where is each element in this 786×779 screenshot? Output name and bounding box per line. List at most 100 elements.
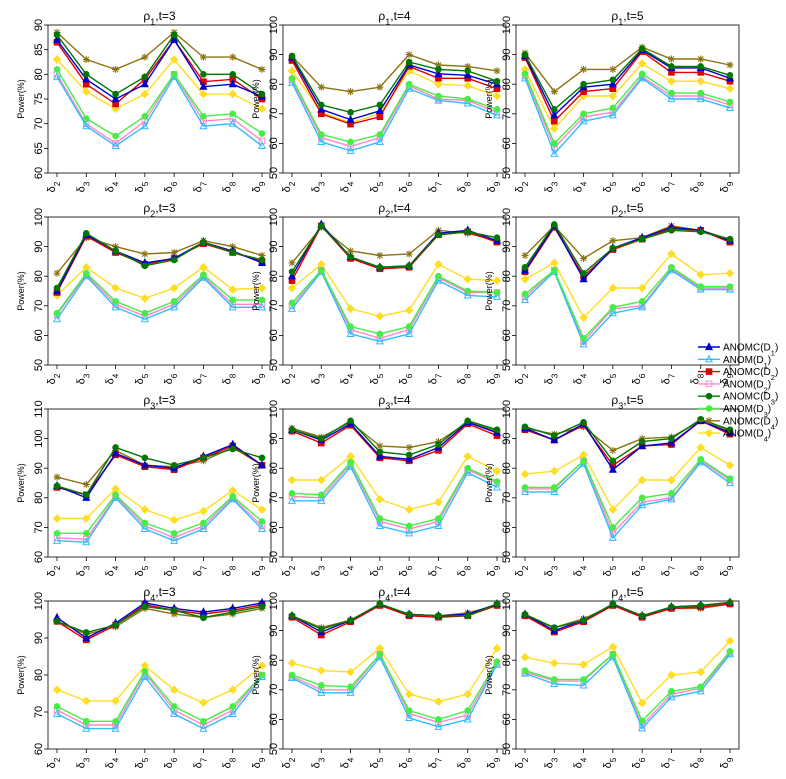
series-line [291,77,498,143]
x-tick-label: δ9 [251,757,267,768]
data-point [346,114,355,123]
x-tick-label: δ9 [486,373,502,384]
data-point [170,530,178,537]
series-line [291,461,498,527]
series-anomd3 [53,491,266,537]
data-point [405,51,413,59]
y-tick-label: 50 [268,743,280,755]
series-line [56,445,263,496]
series-line [291,57,498,121]
data-point [521,484,529,491]
data-point [53,618,61,625]
data-point [199,81,208,90]
x-tick-label: δ4 [105,565,121,576]
panel-2: ρ1,t=4 50 60 70 80 90 100 Power(%) δ2 δ3 δ4 δ5 δ6 δ7 δ… [251,9,507,192]
data-point [608,464,617,473]
data-point [609,303,617,311]
x-tick-label: δ2 [281,373,297,384]
data-point [550,678,559,687]
series-anomd3 [521,264,734,342]
y-tick-label: 100 [33,429,45,447]
data-point [667,438,676,447]
y-tick-label: 90 [33,632,45,644]
series-anomcd3 [521,221,734,277]
y-tick-label: 80 [501,270,513,282]
data-point [287,303,297,312]
panel-4: ρ2,t=3 50 60 70 80 90 100 Power(%) δ2 δ3 δ4 δ5 δ6 δ7 δ… [16,201,272,384]
panel-title: ρ4,t=3 [143,585,176,603]
legend-label: ANOMC(D3) [723,392,778,407]
data-point [141,73,149,81]
x-tick-label: δ5 [602,181,618,192]
data-point [141,309,149,317]
data-point [52,514,62,523]
x-tick-label: δ3 [310,181,326,192]
series-line [56,38,263,100]
data-point [463,290,472,299]
x-tick-label: δ8 [690,181,706,192]
data-point [580,676,587,683]
x-tick-label: δ6 [398,565,414,576]
x-tick-label: δ8 [457,181,473,192]
data-point [53,482,61,490]
data-point [405,451,413,459]
panel-10: ρ4,t=3 60 70 80 90 100 Power(%) δ2 δ3 δ4 δ5 δ6 δ7 δ8 δ… [16,585,272,768]
data-point [550,676,558,683]
series-line [56,671,263,726]
data-point [464,228,472,236]
data-point [229,703,237,710]
data-point [81,696,91,706]
y-tick-label: 60 [33,743,45,755]
series-line [291,655,498,728]
y-axis-label: Power(%) [484,79,494,119]
data-point [376,83,384,91]
panel-title: ρ3,t=3 [143,393,176,411]
x-tick-label: δ9 [486,757,502,768]
data-point [580,269,587,277]
data-point [199,723,208,732]
data-point [580,80,587,88]
data-point [609,446,617,454]
y-tick-label: 60 [33,329,45,341]
y-tick-label: 50 [33,359,45,371]
data-point [405,262,413,270]
data-point [82,717,90,725]
series-anomcd3 [53,31,266,98]
data-point [492,110,502,119]
y-tick-label: 50 [501,167,513,179]
y-tick-label: 70 [33,521,45,533]
data-point [111,723,120,732]
x-tick-label: δ8 [222,757,238,768]
data-point [579,116,588,125]
data-point [317,682,325,689]
series-line [524,77,731,156]
data-point [580,110,587,118]
series-line [56,670,263,723]
data-point [463,98,472,107]
data-point [228,708,237,717]
series-anomd3 [288,650,501,723]
series-line [56,75,263,147]
data-point [199,89,208,99]
series-anomd3 [521,456,734,531]
data-point [53,530,61,537]
data-point [464,464,472,472]
data-point [726,61,734,69]
panel-5: ρ2,t=4 50 60 70 80 90 100 Power(%) δ2 δ3 δ4 δ5 δ6 δ7 δ… [251,201,507,384]
x-tick-label: δ6 [163,757,179,768]
data-point [521,251,529,259]
data-point [405,707,413,714]
series-line [524,75,731,150]
data-point [492,276,502,285]
series-line [291,82,498,152]
y-tick-label: 100 [501,592,513,610]
data-point [463,452,473,461]
data-point [199,263,208,272]
data-point [464,287,472,295]
data-point [608,532,617,541]
x-tick-label: δ6 [163,181,179,192]
data-point [140,671,149,680]
data-point [668,89,675,97]
data-point [520,652,530,662]
data-point [376,251,384,259]
